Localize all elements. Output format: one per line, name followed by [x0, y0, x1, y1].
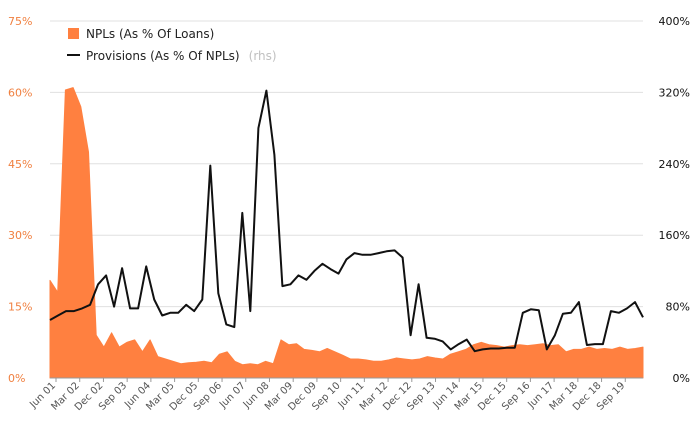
y-left-tick-label: 60% [8, 86, 32, 99]
y-right-tick-label: 0% [673, 372, 690, 385]
legend-label-provisions-rhs: (rhs) [249, 49, 277, 63]
legend-label-provisions: Provisions (As % Of NPLs) (rhs) [86, 45, 277, 64]
legend-label-provisions-name: Provisions (As % Of NPLs) [86, 49, 240, 63]
npl-area-layer [49, 87, 644, 379]
provisions-line-layer [49, 89, 644, 353]
legend: NPLs (As % Of Loans) Provisions (As % Of… [67, 27, 277, 64]
y-left-tick-label: 30% [8, 229, 32, 242]
gridlines [50, 20, 643, 308]
y-right-tick-label: 400% [659, 15, 690, 28]
legend-label-npl: NPLs (As % Of Loans) [86, 27, 214, 41]
y-left-tick-label: 45% [8, 158, 32, 171]
y-right-tick-label: 80% [666, 301, 690, 314]
npl-area [49, 87, 644, 379]
y-right-tick-label: 320% [659, 86, 690, 99]
y-right-tick-label: 240% [659, 158, 690, 171]
y-left-tick-label: 15% [8, 301, 32, 314]
provisions-line [49, 89, 644, 353]
y-right-tick-label: 160% [659, 229, 690, 242]
legend-swatch-npl [68, 28, 79, 39]
x-tick-label: Jun 07 [217, 380, 248, 411]
y-left-tick-label: 0% [8, 372, 25, 385]
y-left-tick-label: 75% [8, 15, 32, 28]
